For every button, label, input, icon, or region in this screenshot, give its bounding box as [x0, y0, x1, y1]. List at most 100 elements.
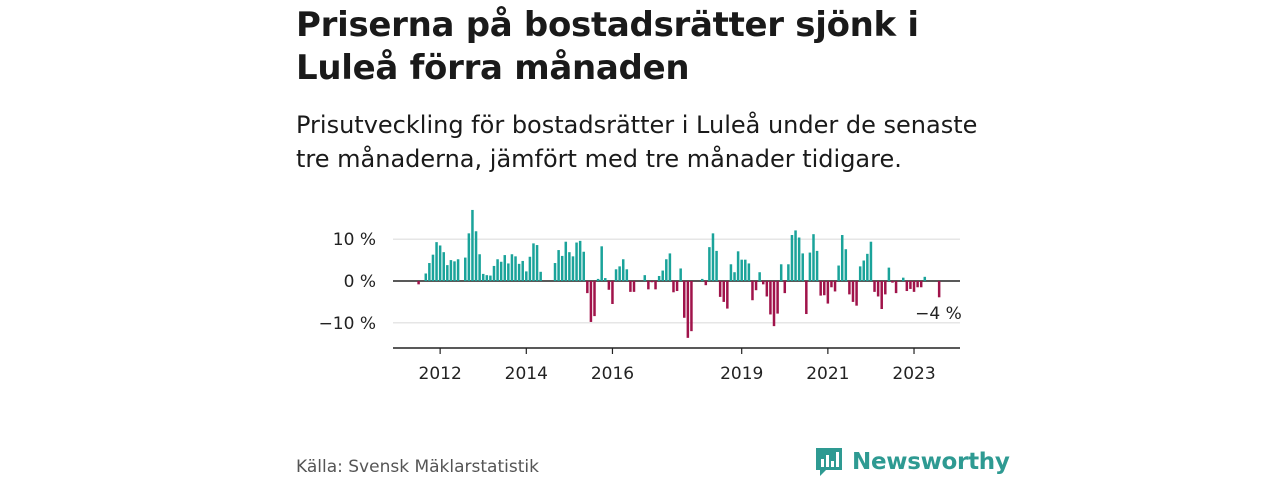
- bar-positive: [456, 259, 460, 281]
- bar-negative: [783, 281, 787, 294]
- bar-positive: [668, 253, 672, 281]
- bar-positive: [489, 275, 492, 281]
- bar-positive: [815, 250, 819, 281]
- bar-positive: [503, 255, 507, 281]
- bar-negative: [629, 281, 632, 292]
- bar-positive: [790, 235, 794, 281]
- bar-positive: [492, 265, 496, 281]
- bar-positive: [887, 267, 891, 281]
- bar-negative: [805, 281, 808, 315]
- bar-negative: [848, 281, 851, 295]
- bar-negative: [761, 281, 765, 285]
- x-tick-label: 2023: [892, 364, 935, 384]
- bar-positive: [837, 265, 840, 281]
- bar-positive: [560, 255, 564, 281]
- bar-negative: [754, 281, 758, 291]
- bar-positive: [474, 231, 478, 281]
- bar-positive: [923, 276, 927, 281]
- bar-positive: [740, 259, 743, 281]
- logo-name: Newsworthy: [852, 449, 1010, 475]
- bar-positive: [553, 263, 557, 281]
- bar-positive: [862, 260, 866, 281]
- newsworthy-logo: Newsworthy: [814, 446, 1010, 478]
- bar-positive: [442, 252, 445, 281]
- bar-positive: [643, 275, 647, 281]
- bar-positive: [665, 259, 668, 281]
- bar-negative: [826, 281, 830, 304]
- bar-negative: [650, 281, 654, 283]
- bar-positive: [869, 241, 873, 281]
- bar-positive: [539, 271, 542, 281]
- bar-positive: [715, 250, 718, 281]
- bar-negative: [894, 281, 898, 294]
- bar-negative: [880, 281, 883, 310]
- bar-negative: [675, 281, 679, 292]
- bar-negative: [876, 281, 880, 297]
- bar-negative: [607, 281, 611, 290]
- bar-negative: [823, 281, 826, 296]
- bar-negative: [909, 281, 912, 289]
- bar-positive: [478, 254, 481, 281]
- bar-negative: [722, 281, 725, 302]
- bar-negative: [919, 281, 923, 288]
- y-tick-label: 0 %: [344, 272, 376, 292]
- bar-negative: [647, 281, 650, 290]
- bar-positive: [902, 277, 905, 281]
- bar-positive: [578, 240, 582, 281]
- bar-positive: [840, 235, 844, 281]
- bar-negative: [819, 281, 822, 296]
- bar-positive: [744, 259, 747, 281]
- bar-positive: [535, 245, 539, 281]
- bar-positive: [481, 273, 485, 281]
- bar-negative: [726, 281, 729, 309]
- x-tick-label: 2014: [505, 364, 548, 384]
- chart-subtitle: Prisutveckling för bostadsrätter i Luleå…: [296, 111, 978, 173]
- bar-positive: [514, 256, 517, 281]
- bar-positive: [424, 273, 428, 281]
- bar-positive: [679, 268, 682, 281]
- latest-value-label: −4 %: [915, 304, 962, 324]
- bar-negative: [855, 281, 858, 306]
- bar-negative: [632, 281, 636, 292]
- source-note: Källa: Svensk Mäklarstatistik: [296, 457, 539, 477]
- bar-positive: [736, 251, 740, 281]
- bar-negative: [589, 281, 593, 322]
- bar-positive: [733, 272, 736, 281]
- bar-positive: [571, 256, 575, 281]
- bar-positive: [499, 261, 503, 281]
- bars: [417, 209, 941, 338]
- bar-positive: [496, 259, 499, 281]
- bar-negative: [916, 281, 919, 288]
- bar-negative: [905, 281, 909, 292]
- bar-positive: [568, 252, 571, 281]
- bar-positive: [625, 269, 629, 281]
- bar-positive: [661, 270, 664, 281]
- bar-positive: [596, 278, 600, 281]
- chart-title: Priserna på bostadsrätter sjönk i Luleå …: [296, 5, 919, 88]
- bar-positive: [812, 234, 815, 281]
- bar-positive: [700, 278, 704, 281]
- bar-positive: [657, 275, 661, 281]
- bar-positive: [449, 260, 453, 281]
- bar-negative: [718, 281, 722, 297]
- bar-negative: [769, 281, 772, 315]
- bar-positive: [517, 263, 521, 281]
- bar-negative: [690, 281, 693, 332]
- bar-positive: [525, 271, 528, 281]
- bar-positive: [729, 264, 733, 281]
- bar-negative: [765, 281, 769, 297]
- bar-negative: [891, 281, 894, 283]
- bar-positive: [787, 264, 790, 281]
- x-tick-label: 2012: [419, 364, 462, 384]
- y-tick-label: −10 %: [319, 314, 376, 334]
- bar-positive: [794, 230, 797, 281]
- bar-negative: [830, 281, 833, 288]
- bar-positive: [614, 269, 618, 281]
- bar-chart-bubble-icon: [816, 448, 842, 476]
- bar-positive: [708, 247, 711, 281]
- bar-positive: [575, 242, 578, 281]
- bar-positive: [747, 263, 751, 281]
- bar-positive: [431, 254, 435, 281]
- bar-positive: [844, 249, 848, 281]
- bar-positive: [521, 260, 524, 281]
